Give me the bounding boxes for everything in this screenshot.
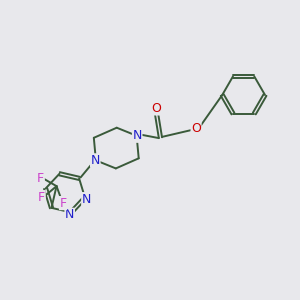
Text: O: O (191, 122, 201, 135)
Text: F: F (38, 191, 45, 204)
Text: F: F (59, 196, 67, 210)
Text: F: F (37, 172, 44, 184)
Text: N: N (91, 154, 100, 167)
Text: O: O (152, 102, 161, 115)
Text: N: N (133, 129, 142, 142)
Text: N: N (82, 193, 91, 206)
Text: N: N (65, 208, 74, 221)
